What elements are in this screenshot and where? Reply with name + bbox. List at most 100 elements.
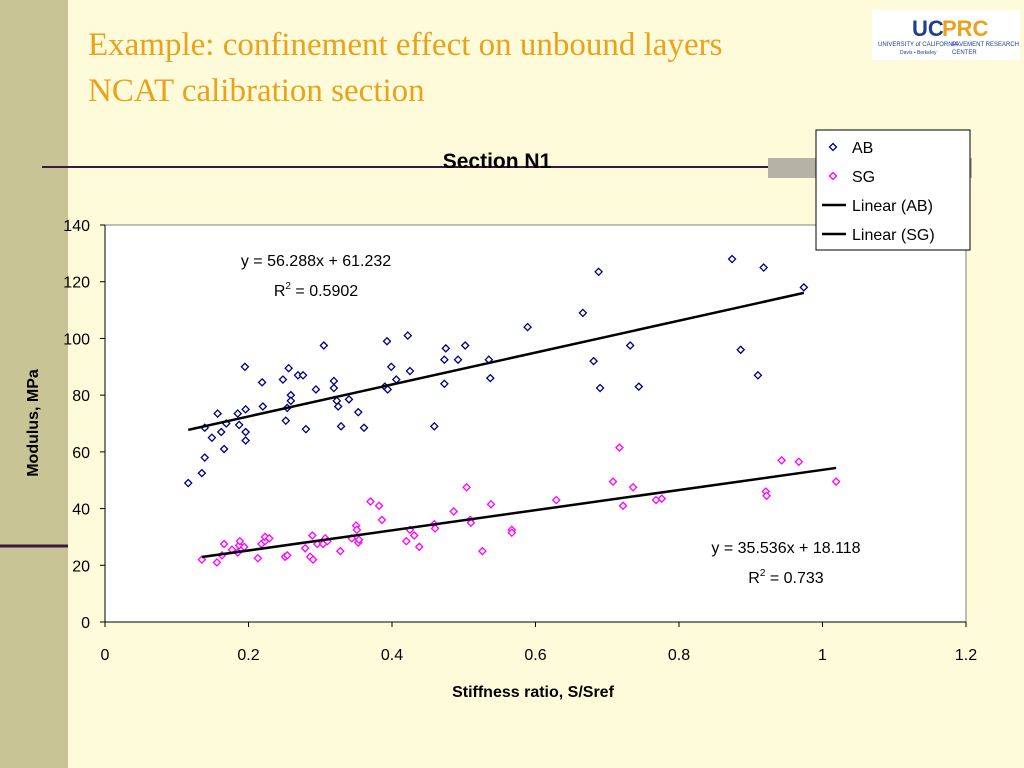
point: [240, 362, 250, 372]
point: [234, 541, 244, 550]
point: [329, 383, 339, 393]
point: [429, 421, 439, 431]
r2-power: 2: [285, 281, 291, 292]
point: [241, 404, 251, 414]
r2-symbol: R: [274, 283, 286, 300]
point: [618, 501, 628, 511]
trend-r2: R2 = 0.733: [748, 568, 824, 587]
point: [308, 555, 318, 565]
point: [377, 515, 387, 525]
point: [197, 468, 207, 478]
point: [578, 308, 588, 318]
point: [374, 501, 384, 511]
point: [383, 385, 393, 394]
point: [300, 543, 310, 553]
point: [213, 409, 223, 418]
legend-marker: [828, 171, 838, 181]
point: [298, 370, 308, 380]
y-tick-label: 20: [72, 558, 90, 575]
point: [359, 423, 369, 433]
point: [219, 539, 229, 549]
x-tick-label: 0.4: [381, 647, 403, 664]
point: [386, 362, 396, 372]
point: [264, 533, 274, 543]
legend-label: Linear (SG): [852, 227, 935, 244]
legend-label: Linear (AB): [852, 198, 933, 215]
point: [414, 542, 424, 552]
point: [307, 531, 317, 540]
logo-uc: UC: [912, 16, 944, 41]
y-tick-label: 40: [72, 502, 90, 519]
x-tick-label: 0: [101, 647, 110, 664]
trendline: [201, 466, 837, 559]
point: [441, 343, 451, 353]
y-axis-title: Modulus, MPa: [25, 369, 42, 477]
point: [594, 267, 604, 277]
point: [462, 482, 472, 492]
point: [615, 443, 624, 453]
r2-power: 2: [760, 568, 766, 579]
point: [486, 499, 496, 509]
point: [759, 263, 769, 272]
point: [319, 341, 329, 350]
logo-box: [872, 10, 1020, 60]
point: [281, 416, 291, 426]
x-tick-label: 0.8: [668, 647, 690, 664]
trendline: [187, 291, 805, 432]
point: [258, 402, 268, 411]
point: [736, 345, 746, 355]
point: [344, 394, 354, 404]
r2-text: = 0.733: [765, 570, 823, 587]
point: [409, 531, 419, 540]
point: [333, 402, 343, 411]
point: [523, 322, 533, 332]
logo-prc: PRC: [942, 16, 989, 41]
point: [449, 506, 459, 516]
point: [278, 375, 288, 384]
point: [183, 478, 193, 488]
point: [439, 379, 449, 389]
point: [477, 546, 487, 556]
point: [241, 436, 251, 445]
point: [241, 427, 251, 437]
logo: UC PRC UNIVERSITY of CALIFORNIA PAVEMENT…: [872, 10, 1020, 60]
point: [212, 558, 222, 567]
legend-box: [815, 129, 971, 251]
point: [282, 550, 292, 560]
x-tick-label: 0.2: [237, 647, 259, 664]
trend-equation: y = 56.288x + 61.232: [241, 253, 391, 270]
point: [207, 433, 217, 443]
point: [366, 497, 375, 506]
trend-r2: R2 = 0.5902: [274, 281, 358, 300]
trend-equation: y = 35.536x + 18.118: [711, 540, 860, 557]
y-tick-label: 80: [72, 388, 90, 405]
x-tick-label: 1.2: [955, 647, 977, 664]
point: [727, 254, 737, 264]
point: [301, 424, 311, 434]
point: [634, 382, 644, 392]
point: [608, 477, 618, 487]
slide-title: Example: confinement effect on unbound l…: [88, 27, 722, 63]
point: [589, 356, 599, 366]
legend-marker: [828, 142, 838, 152]
point: [551, 495, 561, 505]
point: [453, 355, 463, 365]
point: [799, 282, 809, 292]
y-tick-label: 120: [63, 275, 90, 292]
point: [625, 341, 635, 350]
point: [466, 518, 476, 528]
r2-symbol: R: [748, 570, 760, 587]
point: [439, 355, 449, 365]
point: [335, 546, 345, 556]
point: [657, 494, 667, 504]
slide-title: NCAT calibration section: [88, 73, 425, 109]
r2-text: = 0.5902: [291, 283, 358, 300]
point: [507, 528, 517, 538]
point: [235, 536, 245, 546]
point: [286, 396, 296, 406]
legend-label: AB: [852, 140, 873, 157]
plot-area: [104, 224, 967, 623]
y-tick-label: 0: [81, 615, 90, 632]
point: [219, 444, 229, 454]
